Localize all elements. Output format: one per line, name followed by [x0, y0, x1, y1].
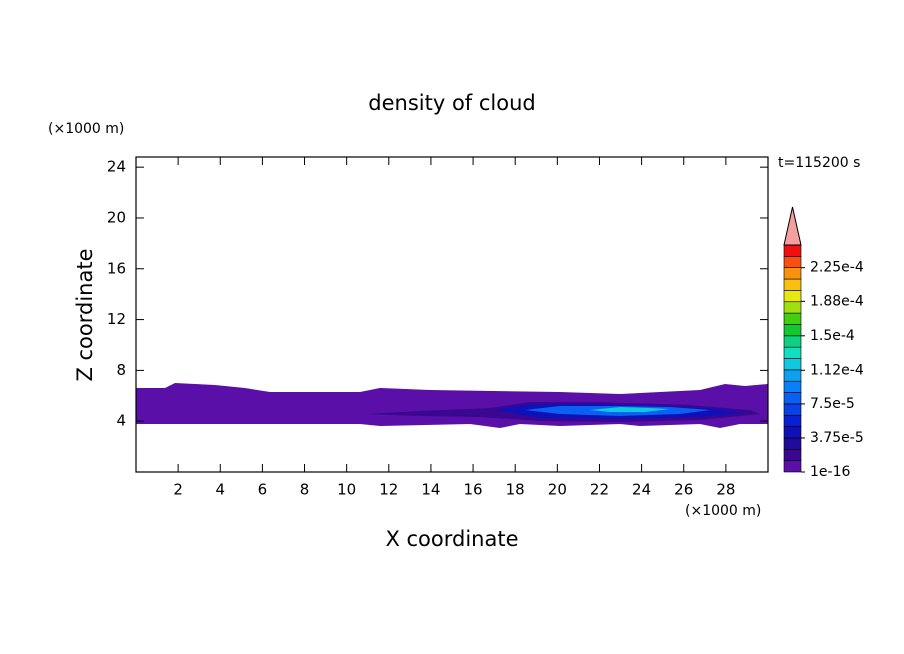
- colorbar-segment: [783, 426, 802, 439]
- chart-title: density of cloud: [368, 91, 535, 115]
- x-tick-label: 24: [632, 481, 651, 499]
- x-tick-label: 12: [379, 481, 398, 499]
- plot-frame: [135, 156, 769, 473]
- y-axis-label: Z coordinate: [73, 248, 97, 381]
- y-tick-label: 8: [116, 361, 126, 379]
- colorbar-tick-label: 1e-16: [810, 464, 850, 480]
- y-tick-label: 4: [116, 412, 126, 430]
- colorbar-segment: [783, 380, 802, 393]
- x-tick-label: 2: [173, 481, 183, 499]
- x-axis-label: X coordinate: [385, 527, 518, 551]
- colorbar-segment: [783, 335, 802, 348]
- x-unit: (×1000 m): [685, 503, 761, 519]
- colorbar-extend: [783, 206, 802, 246]
- colorbar-segment: [783, 437, 802, 450]
- x-tick-label: 4: [215, 481, 225, 499]
- y-tick-label: 16: [107, 259, 126, 277]
- cloud-band-4: [590, 407, 670, 412]
- colorbar-segment: [783, 448, 802, 461]
- colorbar-tick-label: 2.25e-4: [810, 260, 864, 276]
- colorbar-segment: [783, 403, 802, 416]
- time-label: t=115200 s: [778, 155, 860, 171]
- colorbar-segment: [783, 324, 802, 337]
- colorbar-segment: [783, 312, 802, 325]
- colorbar-segment: [783, 244, 802, 257]
- y-tick-label: 24: [107, 158, 126, 176]
- x-tick-label: 10: [337, 481, 356, 499]
- x-tick-label: 8: [300, 481, 310, 499]
- colorbar-segment: [783, 414, 802, 427]
- x-tick-label: 16: [464, 481, 483, 499]
- colorbar-tick-label: 7.5e-5: [810, 396, 855, 412]
- colorbar-segment: [783, 358, 802, 371]
- colorbar-segment: [783, 267, 802, 280]
- y-unit: (×1000 m): [48, 121, 124, 137]
- colorbar-tick-label: 3.75e-5: [810, 430, 864, 446]
- colorbar-tick-label: 1.88e-4: [810, 293, 864, 309]
- colorbar-segment: [783, 301, 802, 314]
- colorbar-segment: [783, 346, 802, 359]
- x-tick-label: 14: [421, 481, 440, 499]
- x-tick-label: 28: [716, 481, 735, 499]
- colorbar-segment: [783, 392, 802, 405]
- cloud-field: [136, 383, 768, 428]
- colorbar-tick-label: 1.5e-4: [810, 328, 855, 344]
- colorbar-segment: [783, 278, 802, 291]
- x-tick-label: 26: [674, 481, 693, 499]
- x-tick-label: 6: [258, 481, 268, 499]
- colorbar-segment: [783, 256, 802, 269]
- colorbar-segment: [783, 460, 802, 473]
- y-tick-label: 12: [107, 310, 126, 328]
- x-tick-label: 20: [548, 481, 567, 499]
- x-tick-label: 22: [590, 481, 609, 499]
- colorbar-tick-label: 1.12e-4: [810, 362, 864, 378]
- y-tick-label: 20: [107, 208, 126, 226]
- colorbar-segment: [783, 290, 802, 303]
- x-tick-label: 18: [506, 481, 525, 499]
- colorbar-segment: [783, 369, 802, 382]
